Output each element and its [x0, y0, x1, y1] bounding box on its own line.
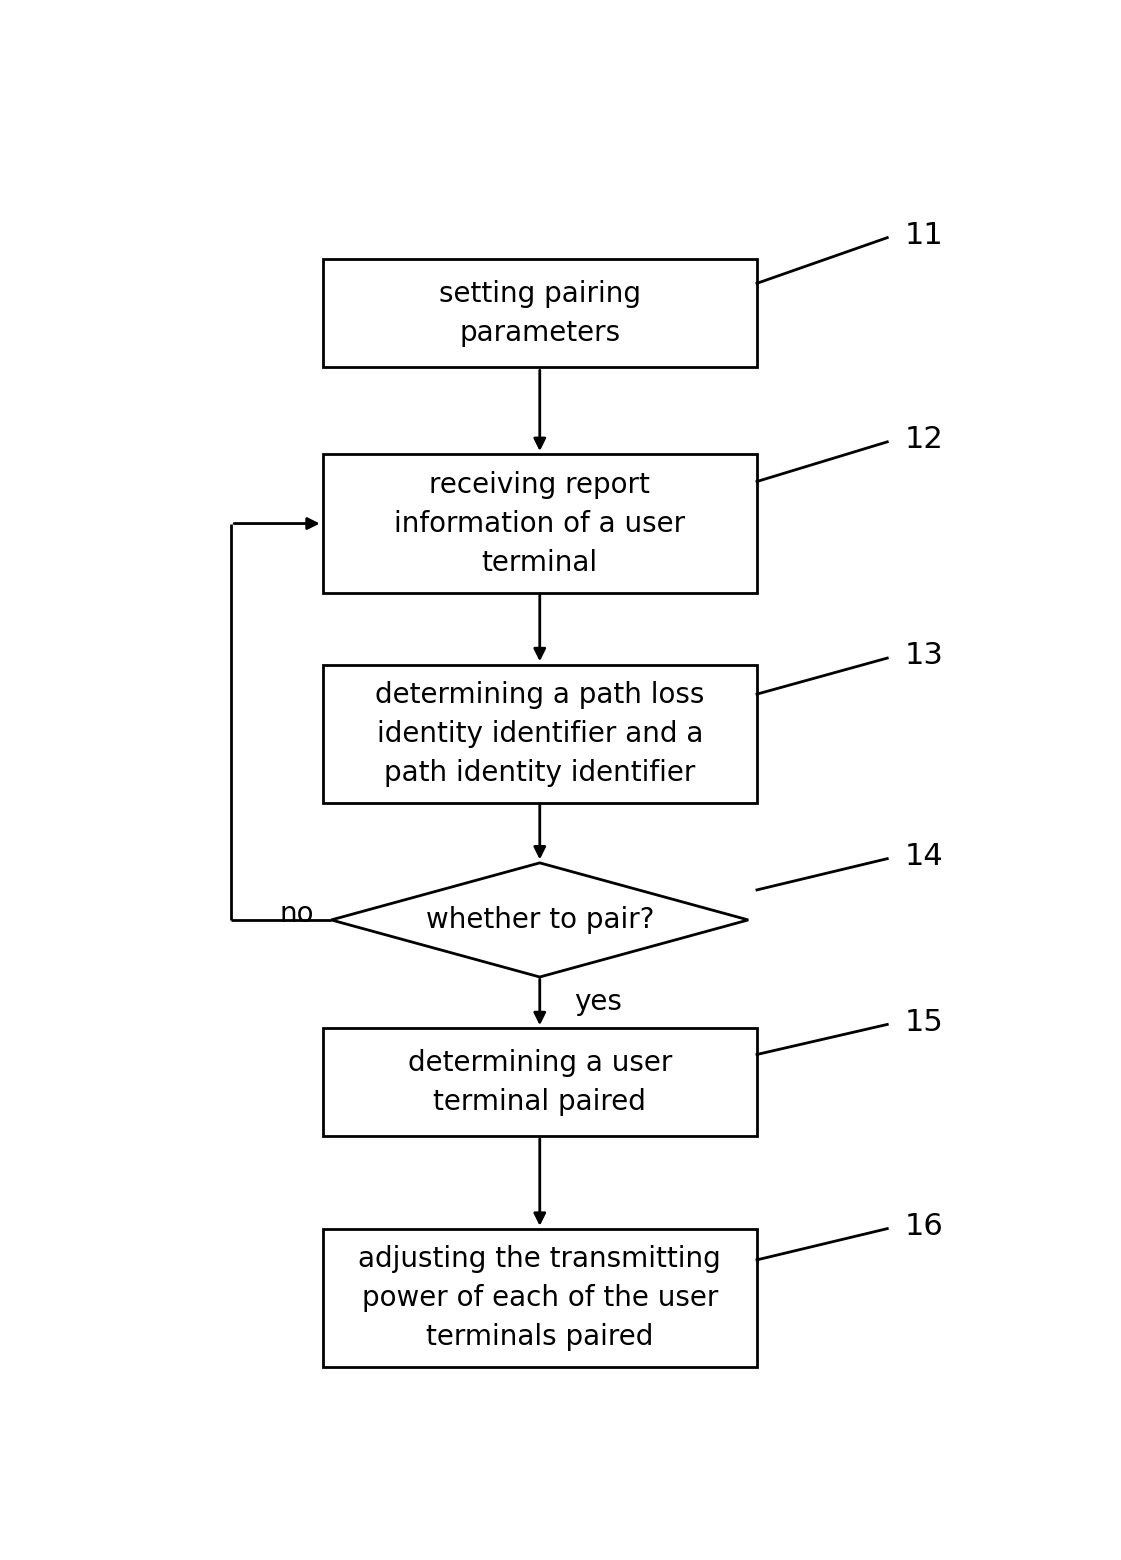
- Text: 11: 11: [905, 222, 944, 250]
- Polygon shape: [332, 863, 749, 977]
- Text: 15: 15: [905, 1008, 944, 1036]
- FancyBboxPatch shape: [323, 1229, 757, 1368]
- Text: determining a user
terminal paired: determining a user terminal paired: [408, 1048, 671, 1115]
- Text: 12: 12: [905, 424, 944, 454]
- FancyBboxPatch shape: [323, 259, 757, 368]
- FancyBboxPatch shape: [323, 454, 757, 593]
- Text: 16: 16: [905, 1212, 944, 1240]
- Text: adjusting the transmitting
power of each of the user
terminals paired: adjusting the transmitting power of each…: [359, 1245, 721, 1351]
- Text: whether to pair?: whether to pair?: [426, 906, 654, 934]
- FancyBboxPatch shape: [323, 665, 757, 803]
- Text: 14: 14: [905, 842, 944, 870]
- Text: receiving report
information of a user
terminal: receiving report information of a user t…: [395, 471, 685, 577]
- Text: setting pairing
parameters: setting pairing parameters: [438, 279, 641, 346]
- Text: yes: yes: [575, 987, 622, 1016]
- Text: no: no: [279, 900, 314, 928]
- Text: 13: 13: [905, 641, 944, 671]
- FancyBboxPatch shape: [323, 1028, 757, 1136]
- Text: determining a path loss
identity identifier and a
path identity identifier: determining a path loss identity identif…: [376, 680, 704, 786]
